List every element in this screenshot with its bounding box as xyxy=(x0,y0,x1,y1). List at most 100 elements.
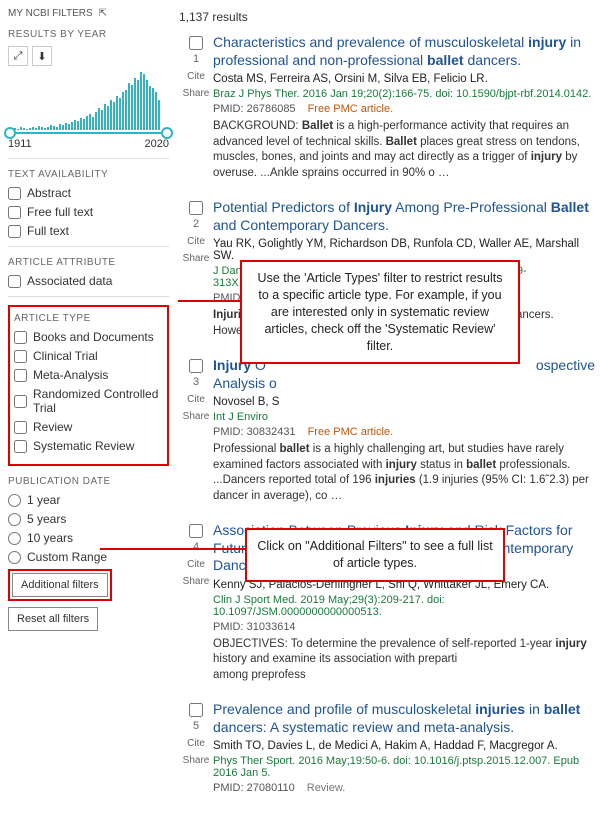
text-availability-row[interactable]: Full text xyxy=(8,224,169,238)
publication-date-label: PUBLICATION DATE xyxy=(8,476,169,487)
pub-date-label: Custom Range xyxy=(27,550,107,564)
article-type-checkbox[interactable] xyxy=(14,369,27,382)
year-slider[interactable] xyxy=(10,132,167,134)
year-start: 1911 xyxy=(8,138,32,150)
result-snippet: Professional ballet is a highly challeng… xyxy=(213,442,595,504)
article-type-row[interactable]: Review xyxy=(14,420,163,434)
my-ncbi-label: MY NCBI FILTERS xyxy=(8,8,93,19)
cite-button[interactable]: Cite xyxy=(179,559,213,570)
result-item: 5CiteSharePrevalence and profile of musc… xyxy=(179,701,595,794)
result-snippet: OBJECTIVES: To determine the prevalence … xyxy=(213,637,595,684)
callout1-arrow xyxy=(178,300,240,302)
results-count: 1,137 results xyxy=(179,10,595,24)
text-availability-checkbox[interactable] xyxy=(8,206,21,219)
pub-date-label: 5 years xyxy=(27,512,66,526)
cite-button[interactable]: Cite xyxy=(179,394,213,405)
results-main: 1,137 results 1 Cite Share Characteristics … xyxy=(175,0,601,818)
callout2-text: Click on "Additional Filters" to see a f… xyxy=(257,539,492,570)
article-type-checkbox[interactable] xyxy=(14,440,27,453)
text-availability-checkbox[interactable] xyxy=(8,225,21,238)
text-availability-label: Full text xyxy=(27,224,69,238)
cite-button[interactable]: Cite xyxy=(179,71,213,82)
article-attribute-row[interactable]: Associated data xyxy=(8,274,169,288)
result-item: 1 Cite Share Characteristics and prevalence… xyxy=(179,34,595,181)
result-authors: Yau RK, Golightly YM, Richardson DB, Run… xyxy=(213,238,595,262)
article-type-label: Books and Documents xyxy=(33,330,154,344)
year-end: 2020 xyxy=(145,138,169,150)
result-journal: Braz J Phys Ther. 2016 Jan 19;20(2):166-… xyxy=(213,88,595,100)
article-type-label: Systematic Review xyxy=(33,439,134,453)
share-button[interactable]: Share xyxy=(179,576,213,587)
reset-filters-button[interactable]: Reset all filters xyxy=(8,607,98,631)
result-authors: Smith TO, Davies L, de Medici A, Hakim A… xyxy=(213,740,595,752)
article-type-highlight: ARTICLE TYPE Books and Documents Clinical… xyxy=(8,305,169,466)
pub-date-radio[interactable] xyxy=(8,551,21,564)
cite-button[interactable]: Cite xyxy=(179,236,213,247)
pub-date-label: 10 years xyxy=(27,531,73,545)
text-availability-checkbox[interactable] xyxy=(8,187,21,200)
pub-date-label: 1 year xyxy=(27,493,60,507)
pub-date-row[interactable]: Custom Range xyxy=(8,550,169,564)
text-availability-row[interactable]: Abstract xyxy=(8,186,169,200)
slider-knob-right[interactable] xyxy=(161,127,173,139)
text-availability-label: TEXT AVAILABILITY xyxy=(8,169,169,180)
article-type-label: Randomized Controlled Trial xyxy=(33,387,163,415)
pub-date-row[interactable]: 1 year xyxy=(8,493,169,507)
article-type-checkbox[interactable] xyxy=(14,350,27,363)
additional-filters-button[interactable]: Additional filters xyxy=(12,573,108,597)
result-journal: Int J Enviro xyxy=(213,411,595,423)
result-checkbox[interactable] xyxy=(189,359,203,373)
slider-knob-left[interactable] xyxy=(4,127,16,139)
article-type-label: Review xyxy=(33,420,72,434)
result-number: 1 xyxy=(179,53,213,65)
result-checkbox[interactable] xyxy=(189,703,203,717)
result-number: 3 xyxy=(179,376,213,388)
result-checkbox[interactable] xyxy=(189,36,203,50)
article-attribute-label: ARTICLE ATTRIBUTE xyxy=(8,257,169,268)
result-checkbox[interactable] xyxy=(189,201,203,215)
article-type-row[interactable]: Meta-Analysis xyxy=(14,368,163,382)
expand-icon[interactable]: ⤢ xyxy=(8,46,28,66)
article-type-row[interactable]: Books and Documents xyxy=(14,330,163,344)
result-snippet: BACKGROUND: Ballet is a high-performance… xyxy=(213,119,595,181)
callout1-text: Use the 'Article Types' filter to restri… xyxy=(258,271,503,353)
result-journal: Phys Ther Sport. 2016 May;19:50-6. doi: … xyxy=(213,755,595,779)
article-type-label: Meta-Analysis xyxy=(33,368,108,382)
result-pmid: PMID: 30832431Free PMC article. xyxy=(213,426,595,438)
result-title[interactable]: Potential Predictors of Injury Among Pre… xyxy=(213,199,595,234)
pub-date-row[interactable]: 10 years xyxy=(8,531,169,545)
sidebar: MY NCBI FILTERS ⇱ RESULTS BY YEAR ⤢ ⬇ 19… xyxy=(0,0,175,818)
result-pmid: PMID: 26786085Free PMC article. xyxy=(213,103,595,115)
pub-date-radio[interactable] xyxy=(8,532,21,545)
pub-date-radio[interactable] xyxy=(8,494,21,507)
article-type-checkbox[interactable] xyxy=(14,395,27,408)
result-authors: Novosel B, S xyxy=(213,396,595,408)
article-type-row[interactable]: Clinical Trial xyxy=(14,349,163,363)
article-type-row[interactable]: Randomized Controlled Trial xyxy=(14,387,163,415)
article-type-checkbox[interactable] xyxy=(14,421,27,434)
additional-filters-highlight: Additional filters xyxy=(8,569,112,601)
share-button[interactable]: Share xyxy=(179,411,213,422)
article-type-label: ARTICLE TYPE xyxy=(14,313,163,324)
article-type-checkbox[interactable] xyxy=(14,331,27,344)
download-icon[interactable]: ⬇ xyxy=(32,46,52,66)
result-item: 3CiteShareInjury OAnalysis oospectiveNov… xyxy=(179,357,595,504)
share-button[interactable]: Share xyxy=(179,88,213,99)
results-by-year-label: RESULTS BY YEAR xyxy=(8,29,169,40)
share-button[interactable]: Share xyxy=(179,253,213,264)
result-authors: Costa MS, Ferreira AS, Orsini M, Silva E… xyxy=(213,73,595,85)
article-attribute-label: Associated data xyxy=(27,274,112,288)
text-availability-row[interactable]: Free full text xyxy=(8,205,169,219)
text-availability-label: Free full text xyxy=(27,205,93,219)
year-histogram xyxy=(8,70,169,130)
external-icon[interactable]: ⇱ xyxy=(99,8,107,19)
result-checkbox[interactable] xyxy=(189,524,203,538)
share-button[interactable]: Share xyxy=(179,755,213,766)
result-title[interactable]: Prevalence and profile of musculoskeleta… xyxy=(213,701,595,736)
result-title[interactable]: Characteristics and prevalence of muscul… xyxy=(213,34,595,69)
article-type-row[interactable]: Systematic Review xyxy=(14,439,163,453)
pub-date-radio[interactable] xyxy=(8,513,21,526)
cite-button[interactable]: Cite xyxy=(179,738,213,749)
article-attribute-checkbox[interactable] xyxy=(8,275,21,288)
pub-date-row[interactable]: 5 years xyxy=(8,512,169,526)
